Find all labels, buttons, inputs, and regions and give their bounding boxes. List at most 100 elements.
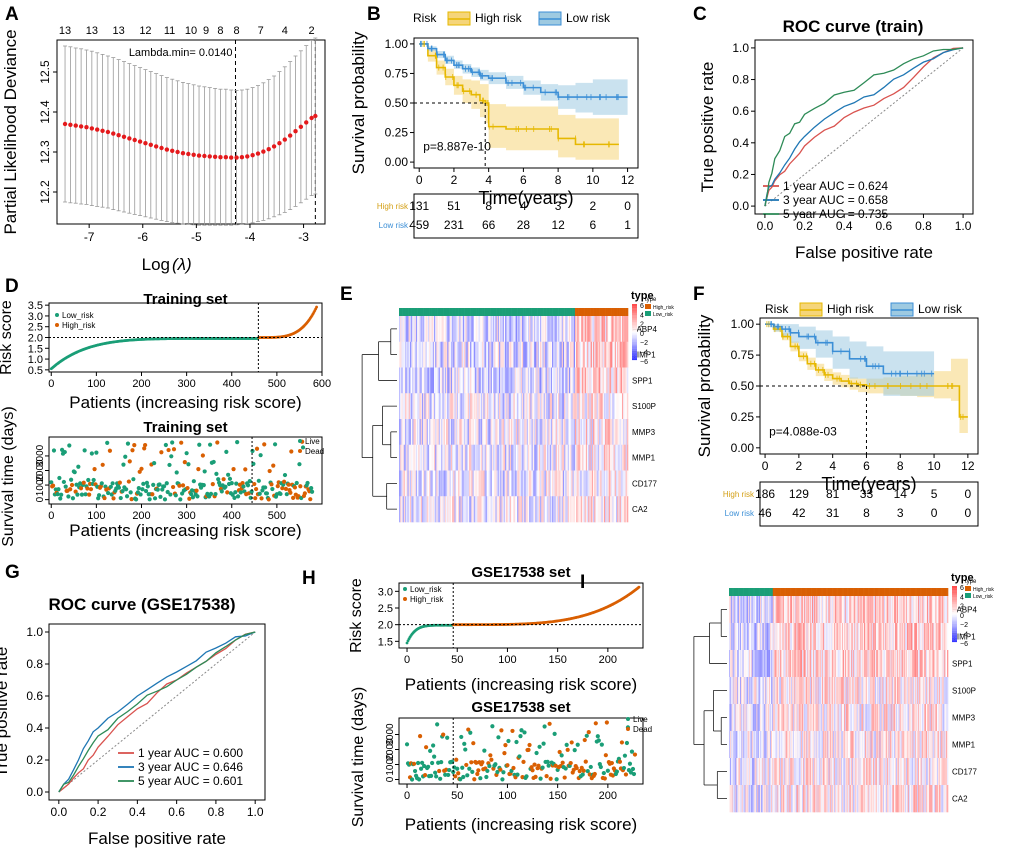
heatmap-cell <box>477 419 479 446</box>
heatmap-cell <box>795 596 797 624</box>
heatmap-cell <box>471 393 473 420</box>
heatmap-cell <box>912 704 914 732</box>
heatmap-cell <box>836 596 838 624</box>
survival-point <box>587 772 592 777</box>
heatmap-cell <box>482 341 484 368</box>
type-bar-cell <box>781 588 784 596</box>
heatmap-cell <box>412 341 414 368</box>
heatmap-cell <box>497 444 500 471</box>
heatmap-cell <box>454 367 456 394</box>
type-bar-cell <box>889 588 891 596</box>
heatmap-cell <box>912 677 914 705</box>
type-bar-cell <box>780 588 782 596</box>
heatmap-cell <box>600 341 602 368</box>
type-bar-cell <box>407 308 409 316</box>
survival-point <box>460 765 465 770</box>
heatmap-cell <box>767 623 769 651</box>
heatmap-cell <box>514 496 517 523</box>
heatmap-cell <box>903 650 905 678</box>
heatmap-cell <box>474 470 477 497</box>
heatmap-cell <box>807 704 809 732</box>
heatmap-cell <box>625 470 628 497</box>
heatmap-cell <box>538 419 541 446</box>
heatmap-cell <box>786 704 788 732</box>
heatmap-cell <box>555 341 558 368</box>
heatmap-cell <box>455 470 458 497</box>
heatmap-cell <box>470 419 472 446</box>
type-bar-cell <box>448 308 450 316</box>
heatmap-cell <box>544 367 547 394</box>
survival-point <box>411 761 417 766</box>
heatmap-cell <box>625 419 628 446</box>
heatmap-cell <box>916 704 919 732</box>
type-bar-cell <box>768 588 770 596</box>
type-bar-cell <box>813 588 816 596</box>
heatmap-cell <box>542 341 544 368</box>
heatmap-cell <box>935 623 937 651</box>
type-bar-cell <box>444 308 447 316</box>
risk-table-cell: 0 <box>965 506 972 520</box>
heatmap-cell <box>624 419 626 446</box>
heatmap-cell <box>571 496 573 523</box>
heatmap-cell <box>870 677 872 705</box>
type-bar-cell <box>479 308 482 316</box>
survival-point <box>577 769 582 774</box>
heatmap-cell <box>882 677 884 705</box>
heatmap-cell <box>608 496 611 523</box>
risk-table-cell: 51 <box>447 199 461 213</box>
heatmap-cell <box>788 596 790 624</box>
type-bar-cell <box>859 588 861 596</box>
heatmap-cell <box>580 444 583 471</box>
heatmap-cell <box>570 393 572 420</box>
heatmap-cell <box>913 704 915 732</box>
heatmap-cell <box>607 419 610 446</box>
heatmap-cell <box>800 596 802 624</box>
type-bar-cell <box>739 588 742 596</box>
heatmap-cell <box>571 367 573 394</box>
survival-point <box>455 766 460 771</box>
heatmap-cell <box>552 316 554 343</box>
heatmap-cell <box>436 316 438 343</box>
heatmap-cell <box>466 496 468 523</box>
type-bar-cell <box>782 588 785 596</box>
heatmap-cell <box>583 444 585 471</box>
heatmap-cell <box>947 704 949 732</box>
survival-point <box>120 488 125 494</box>
heatmap-cell <box>479 496 482 523</box>
heatmap-cell <box>591 393 594 420</box>
heatmap-cell <box>854 596 856 624</box>
heatmap-cell <box>800 704 802 732</box>
survival-point <box>208 491 214 496</box>
survival-point <box>506 738 511 744</box>
heatmap-cell <box>803 623 806 651</box>
heatmap-cell <box>838 596 840 624</box>
legend-low: Low_risk <box>410 585 443 594</box>
heatmap-cell <box>568 496 571 523</box>
type-bar-cell <box>785 588 787 596</box>
heatmap-cell <box>523 393 525 420</box>
heatmap-cell <box>904 704 906 732</box>
heatmap-cell <box>439 393 442 420</box>
heatmap-cell <box>568 367 571 394</box>
heatmap-cell <box>613 316 616 343</box>
heatmap-cell <box>538 367 541 394</box>
type-bar-cell <box>766 588 768 596</box>
heatmap-cell <box>527 367 530 394</box>
heatmap-cell <box>808 677 810 705</box>
heatmap-cell <box>747 650 749 678</box>
heatmap-cell <box>540 419 542 446</box>
heatmap-cell <box>555 419 558 446</box>
heatmap-cell <box>450 496 453 523</box>
heatmap-cell <box>572 341 575 368</box>
heatmap-cell <box>729 596 731 624</box>
heatmap-cell <box>566 341 569 368</box>
heatmap-cell <box>417 444 419 471</box>
type-bar-cell <box>535 308 537 316</box>
legend-gradient <box>632 353 637 355</box>
heatmap-cell <box>842 650 844 678</box>
heatmap-cell <box>414 367 417 394</box>
type-bar-cell <box>799 588 801 596</box>
heatmap-cell <box>550 316 553 343</box>
heatmap-cell <box>808 650 810 678</box>
type-bar-cell <box>486 308 489 316</box>
